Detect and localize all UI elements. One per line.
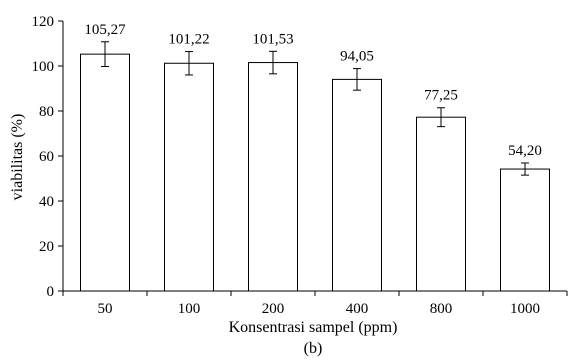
bar-400 xyxy=(332,78,382,292)
x-tick-label: 200 xyxy=(262,301,285,317)
data-label-400: 94,05 xyxy=(340,49,374,65)
y-tick-label: 100 xyxy=(32,59,55,75)
y-axis: 0 20 40 60 80 100 120 xyxy=(32,14,64,300)
data-label-100: 101,22 xyxy=(168,32,209,48)
error-bars xyxy=(101,41,529,176)
data-labels: 105,27 101,22 101,53 94,05 77,25 54,20 xyxy=(84,22,542,159)
x-tick-label: 1000 xyxy=(510,301,540,317)
y-axis-title: viabilitas (%) xyxy=(9,114,26,201)
data-label-800: 77,25 xyxy=(424,88,458,104)
y-tick-label: 60 xyxy=(39,149,54,165)
y-tick-label: 20 xyxy=(39,239,54,255)
x-tick-label: 100 xyxy=(178,301,201,317)
y-tick-label: 40 xyxy=(39,194,54,210)
data-label-200: 101,53 xyxy=(252,31,293,47)
bars xyxy=(80,53,550,292)
x-axis: 50 100 200 400 800 1000 xyxy=(62,290,568,317)
data-label-1000: 54,20 xyxy=(508,143,542,159)
x-tick-label: 800 xyxy=(430,301,453,317)
bar-100 xyxy=(164,62,214,292)
x-tick-label: 400 xyxy=(346,301,369,317)
bar-800 xyxy=(416,116,466,292)
data-label-50: 105,27 xyxy=(84,22,126,38)
bar-200 xyxy=(248,62,298,292)
y-tick-label: 0 xyxy=(47,284,55,300)
bar-1000 xyxy=(500,168,550,292)
y-tick-label: 120 xyxy=(32,14,55,30)
panel-label: (b) xyxy=(304,340,323,357)
x-tick-label: 50 xyxy=(98,301,113,317)
y-tick-label: 80 xyxy=(39,104,54,120)
x-axis-title: Konsentrasi sampel (ppm) xyxy=(229,319,398,336)
bar-50 xyxy=(80,53,130,292)
